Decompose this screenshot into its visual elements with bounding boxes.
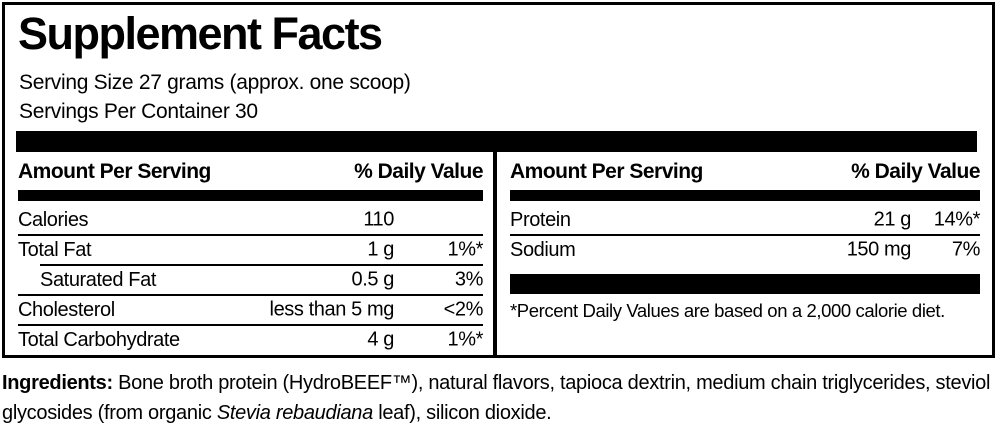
ingredients-label: Ingredients: — [2, 372, 113, 394]
row-divider — [18, 294, 483, 296]
nutrient-name: Total Fat — [18, 238, 92, 261]
row-divider — [18, 234, 483, 236]
nutrient-name: Calories — [18, 208, 89, 231]
nutrient-amount: 150 mg — [846, 238, 912, 261]
row-divider — [18, 324, 483, 326]
ingredients-text-1: Bone broth protein (HydroBEEF™), natural… — [2, 372, 991, 424]
panel-header: Amount Per Serving % Daily Value — [18, 153, 483, 190]
nutrient-row-total-fat: Total Fat 1 g 1%* — [18, 236, 483, 264]
nutrient-name: Saturated Fat — [40, 268, 156, 291]
nutrient-amount: less than 5 mg — [269, 298, 395, 321]
nutrient-amount: 21 g — [873, 208, 912, 231]
label-title: Supplement Facts — [18, 8, 383, 59]
nutrient-daily-value: 1%* — [447, 328, 484, 351]
nutrient-daily-value: 1%* — [447, 238, 484, 261]
column-divider-rule — [493, 152, 497, 355]
nutrient-daily-value: 14%* — [933, 208, 981, 231]
serving-size-line: Serving Size 27 grams (approx. one scoop… — [19, 71, 411, 94]
nutrient-row-total-carbohydrate: Total Carbohydrate 4 g 1%* — [18, 326, 483, 354]
daily-value-heading: % Daily Value — [851, 159, 980, 183]
nutrient-panel-right: Amount Per Serving % Daily Value Protein… — [510, 153, 980, 322]
amount-per-serving-heading: Amount Per Serving — [510, 159, 703, 183]
ingredients-species-italic: Stevia rebaudiana — [216, 402, 373, 424]
nutrient-row-protein: Protein 21 g 14%* — [510, 206, 980, 234]
nutrient-daily-value: 3% — [454, 268, 484, 291]
nutrient-row-sodium: Sodium 150 mg 7% — [510, 236, 980, 264]
nutrient-panel-left: Amount Per Serving % Daily Value Calorie… — [18, 153, 483, 354]
nutrient-row-calories: Calories 110 — [18, 206, 483, 234]
header-underline-bar — [18, 190, 483, 201]
nutrient-daily-value: 7% — [951, 238, 981, 261]
nutrient-name: Total Carbohydrate — [18, 328, 180, 351]
ingredients-paragraph: Ingredients: Bone broth protein (HydroBE… — [2, 368, 994, 428]
nutrient-row-cholesterol: Cholesterol less than 5 mg <2% — [18, 296, 483, 324]
nutrient-amount: 1 g — [367, 238, 394, 261]
header-underline-bar — [510, 190, 980, 201]
footnote-thick-bar — [510, 274, 980, 294]
ingredients-text-2: leaf), silicon dioxide. — [372, 402, 552, 424]
nutrient-row-saturated-fat: Saturated Fat 0.5 g 3% — [18, 266, 483, 294]
nutrient-amount: 0.5 g — [351, 268, 395, 291]
nutrient-amount: 110 — [363, 208, 394, 231]
top-thick-bar — [16, 131, 977, 152]
daily-value-footnote: *Percent Daily Values are based on a 2,0… — [510, 300, 945, 321]
row-divider-indented — [40, 264, 483, 266]
servings-per-container-line: Servings Per Container 30 — [19, 100, 258, 123]
panel-header: Amount Per Serving % Daily Value — [510, 153, 980, 190]
nutrient-amount: 4 g — [367, 328, 394, 351]
supplement-facts-box: Supplement Facts Serving Size 27 grams (… — [2, 2, 995, 358]
nutrient-daily-value: <2% — [443, 298, 484, 321]
nutrient-name: Sodium — [510, 238, 576, 261]
amount-per-serving-heading: Amount Per Serving — [18, 159, 211, 183]
daily-value-heading: % Daily Value — [354, 159, 483, 183]
nutrient-name: Cholesterol — [18, 298, 115, 321]
row-divider — [510, 234, 980, 236]
nutrient-name: Protein — [510, 208, 571, 231]
